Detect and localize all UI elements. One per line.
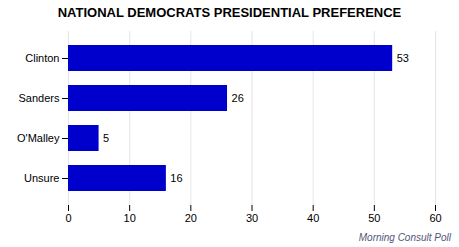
- html-text:NATIONAL DEMOCRATS PRESIDENTIA: NATIONAL DEMOCRATS PRESIDENTIAL PREFEREN…: [57, 5, 402, 20]
- svg-text:5: 5: [103, 132, 109, 144]
- svg-text:0: 0: [65, 212, 71, 224]
- svg-text:20: 20: [185, 212, 197, 224]
- svg-text:30: 30: [246, 212, 258, 224]
- svg-text:26: 26: [232, 92, 244, 104]
- svg-text:Clinton: Clinton: [25, 52, 59, 64]
- svg-text:50: 50: [368, 212, 380, 224]
- html-text:Morning Consult Poll: Morning Consult Poll: [358, 232, 451, 243]
- svg-text:40: 40: [307, 212, 319, 224]
- svg-text:Unsure: Unsure: [24, 172, 59, 184]
- svg-text:O'Malley: O'Malley: [17, 132, 60, 144]
- svg-text:Sanders: Sanders: [19, 92, 60, 104]
- svg-text:10: 10: [124, 212, 136, 224]
- svg-text:16: 16: [170, 172, 182, 184]
- svg-text:60: 60: [429, 212, 441, 224]
- svg-text:53: 53: [397, 52, 409, 64]
